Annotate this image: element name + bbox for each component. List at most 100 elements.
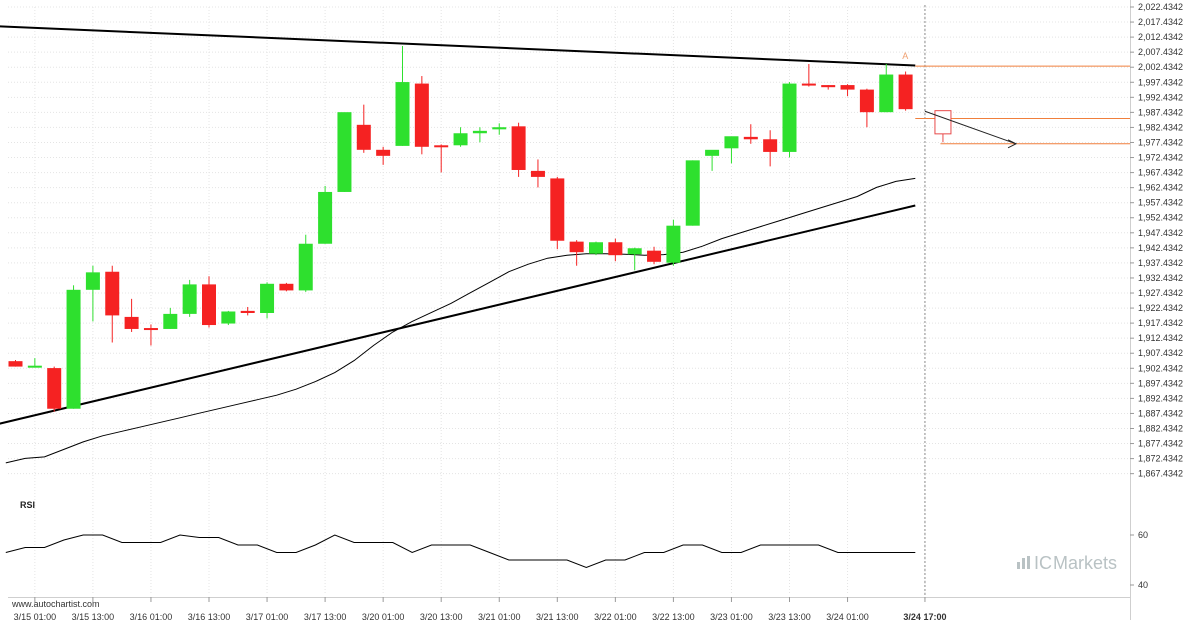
candle <box>66 285 81 409</box>
candle <box>8 359 23 367</box>
price-tick-label: 1,912.4342 <box>1138 333 1183 343</box>
candle-body <box>821 85 836 88</box>
time-tick-label: 3/20 01:00 <box>362 612 405 622</box>
price-tick-label: 1,977.4342 <box>1138 137 1183 147</box>
price-tick-label: 1,997.4342 <box>1138 77 1183 87</box>
price-tick-label: 1,942.4342 <box>1138 243 1183 253</box>
time-axis: 3/15 01:00 3/15 13:00 3/16 01:00 3/16 13:00… <box>8 597 1130 622</box>
candle-body <box>666 225 681 263</box>
price-tick-label: 2,017.4342 <box>1138 17 1183 27</box>
price-tick-label: 1,882.4342 <box>1138 423 1183 433</box>
price-tick-label: 1,867.4342 <box>1138 469 1183 479</box>
price-tick-label: 2,012.4342 <box>1138 32 1183 42</box>
price-tick-label: 1,992.4342 <box>1138 92 1183 102</box>
price-tick-label: 1,967.4342 <box>1138 168 1183 178</box>
candle-body <box>395 82 410 146</box>
candle-body <box>124 316 139 329</box>
brand-logo: IC Markets <box>1017 553 1117 573</box>
candle <box>859 88 874 128</box>
forecast-arrow-head <box>1007 139 1018 149</box>
price-tick-label: 1,972.4342 <box>1138 153 1183 163</box>
price-tick-label: 1,907.4342 <box>1138 348 1183 358</box>
candle <box>202 276 216 328</box>
time-tick-label: 3/20 13:00 <box>420 612 463 622</box>
candle <box>898 71 913 111</box>
candle-body <box>182 284 197 314</box>
time-tick-label: 3/24 17:00 <box>903 612 946 622</box>
rsi-panel: RSI 60 40 <box>5 500 1148 590</box>
resistance-line <box>0 25 916 67</box>
brand-name: Markets <box>1053 553 1117 573</box>
candle-body <box>337 112 352 192</box>
price-tick-label: 1,947.4342 <box>1138 228 1183 238</box>
candle-body <box>27 365 42 368</box>
time-tick-label: 3/15 13:00 <box>72 612 115 622</box>
candle <box>395 45 410 146</box>
candle-body <box>318 191 333 244</box>
candle-body <box>143 328 158 331</box>
candle-body <box>298 243 313 291</box>
time-tick-label: 3/16 13:00 <box>188 612 231 622</box>
rsi-tick-label: 40 <box>1138 580 1148 590</box>
gridlines <box>8 5 1130 600</box>
candle-body <box>782 83 797 152</box>
price-tick-label: 1,892.4342 <box>1138 393 1183 403</box>
candle-body <box>763 139 778 152</box>
candle-body <box>550 178 565 241</box>
brand-bars-icon <box>1017 562 1020 569</box>
price-tick-label: 2,022.4342 <box>1138 2 1183 12</box>
time-tick-label: 3/24 01:00 <box>826 612 869 622</box>
candle <box>376 146 391 165</box>
candle <box>627 247 642 271</box>
candle <box>589 241 603 256</box>
candle <box>163 307 178 329</box>
candle <box>85 265 100 322</box>
price-tick-label: 1,872.4342 <box>1138 454 1183 464</box>
price-axis: 2,022.4342 2,017.4342 2,012.4342 2,007.4342… <box>1130 0 1183 620</box>
time-tick-label: 3/16 01:00 <box>130 612 173 622</box>
time-tick-label: 3/17 13:00 <box>304 612 347 622</box>
candle <box>47 366 62 412</box>
candle-body <box>608 242 623 256</box>
candle-body <box>530 170 545 177</box>
brand-bars-icon <box>1027 556 1030 569</box>
price-tick-label: 1,897.4342 <box>1138 378 1183 388</box>
candle-body <box>569 241 584 253</box>
candle <box>260 282 275 319</box>
candle <box>550 176 565 250</box>
source-label: www.autochartist.com <box>11 599 100 609</box>
candle-body <box>240 310 255 313</box>
candle <box>298 234 313 292</box>
candle <box>337 112 352 192</box>
time-tick-label: 3/23 01:00 <box>710 612 753 622</box>
candle-body <box>47 368 62 409</box>
candle <box>221 310 236 326</box>
projection-candle <box>934 110 952 135</box>
candle <box>356 104 371 153</box>
time-tick-label: 3/22 01:00 <box>594 612 637 622</box>
price-tick-label: 1,937.4342 <box>1138 258 1183 268</box>
candle <box>27 358 42 368</box>
candle <box>240 306 255 316</box>
time-tick-label: 3/22 13:00 <box>652 612 695 622</box>
candle <box>279 282 294 292</box>
candle <box>782 82 797 158</box>
moving-average-line <box>5 177 916 464</box>
brand-prefix: IC <box>1034 553 1052 573</box>
candle-body <box>66 289 81 409</box>
price-tick-label: 1,877.4342 <box>1138 439 1183 449</box>
candle-body <box>627 248 642 255</box>
candle <box>724 136 739 164</box>
support-line <box>0 204 916 425</box>
candle-body <box>356 124 371 150</box>
candle-body <box>163 313 178 329</box>
candle-body <box>105 271 120 316</box>
price-tick-label: 1,982.4342 <box>1138 122 1183 132</box>
candle-body <box>202 284 216 326</box>
candle-body <box>414 83 429 147</box>
candle <box>414 76 429 155</box>
candle-body <box>589 242 603 254</box>
candle-body <box>85 272 100 290</box>
time-tick-label: 3/23 13:00 <box>768 612 811 622</box>
candle <box>182 279 197 317</box>
